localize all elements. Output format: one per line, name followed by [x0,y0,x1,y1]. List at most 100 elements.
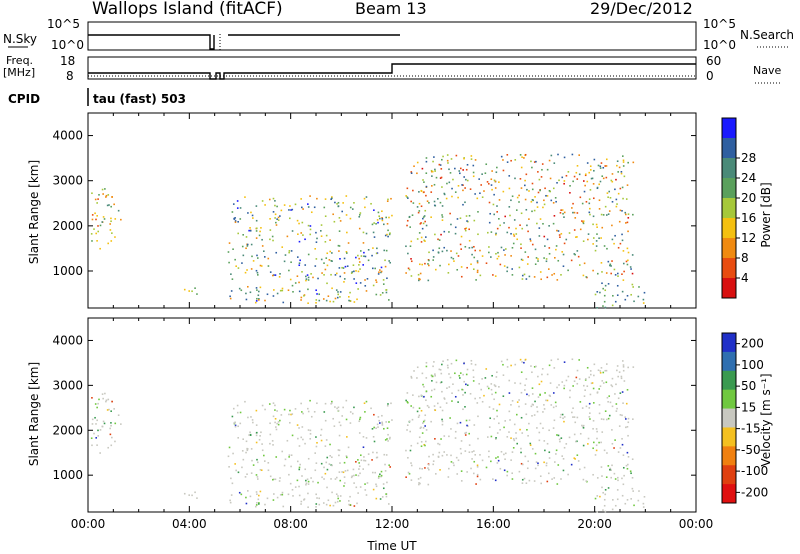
power-echo-cell [560,274,562,276]
velocity-echo-cell [558,438,561,441]
velocity-echo-cell [228,466,230,468]
velocity-echo-cell [324,419,327,422]
colorbar-tick-label: 20 [741,191,756,205]
velocity-echo-cell [356,502,358,505]
velocity-echo-cell [239,411,242,414]
power-echo-cell [622,262,625,265]
velocity-echo-cell [331,464,333,467]
velocity-echo-cell [281,493,284,496]
velocity-echo-cell [389,436,391,439]
velocity-echo-cell [466,471,468,473]
velocity-echo-cell [423,419,426,422]
power-echo-cell [320,224,323,226]
velocity-echo-cell [389,466,392,468]
velocity-echo-cell [101,425,104,428]
velocity-echo-cell [448,435,450,438]
velocity-echo-cell [359,416,362,419]
power-echo-cell [509,214,511,217]
power-echo-cell [291,208,294,211]
velocity-echo-cell [621,360,624,362]
power-echo-cell [443,230,446,233]
power-echo-cell [622,197,624,200]
power-echo-cell [629,266,632,268]
power-echo-cell [550,154,553,157]
power-echo-cell [102,216,105,218]
velocity-echo-cell [480,388,483,391]
velocity-echo-cell [425,399,427,402]
velocity-echo-cell [246,448,249,450]
velocity-echo-cell [258,438,261,441]
power-echo-cell [627,230,629,233]
velocity-echo-cell [460,452,462,455]
velocity-echo-cell [520,462,523,465]
power-echo-cell [318,293,321,296]
power-echo-cell [441,216,444,218]
velocity-echo-cell [602,371,605,374]
power-echo-cell [529,238,532,240]
power-echo-cell [432,160,434,163]
power-echo-cell [605,165,608,167]
power-echo-cell [533,161,536,163]
velocity-echo-cell [461,388,463,391]
y-tick-label: 4000 [52,129,83,143]
velocity-echo-cell [298,466,301,469]
velocity-echo-cell [288,454,291,456]
velocity-echo-cell [309,433,312,435]
x-tick-label: 00:00 [679,517,714,531]
velocity-echo-cell [631,487,634,490]
power-echo-cell [194,287,196,289]
power-echo-cell [279,215,281,217]
power-echo-cell [424,240,426,242]
power-echo-cell [455,154,458,157]
power-echo-cell [377,273,380,275]
power-echo-cell [582,221,584,223]
velocity-echo-cell [110,444,113,447]
power-echo-cell [450,250,452,252]
velocity-echo-cell [572,385,574,387]
power-echo-cell [595,223,598,226]
power-echo-cell [617,246,620,249]
velocity-echo-cell [307,480,310,483]
power-echo-cell [275,251,278,254]
velocity-echo-cell [405,399,407,402]
power-echo-cell [386,222,389,225]
power-echo-cell [282,301,285,304]
power-echo-cell [598,199,601,202]
power-echo-cell [304,238,306,241]
power-echo-cell [555,245,558,247]
power-echo-cell [627,213,630,215]
power-echo-cell [464,229,467,232]
velocity-echo-cell [466,384,469,387]
power-echo-cell [472,268,475,271]
velocity-echo-cell [359,486,362,488]
power-echo-cell [545,194,547,197]
velocity-echo-cell [642,506,645,508]
velocity-echo-cell [294,486,297,488]
velocity-echo-cell [424,444,426,447]
power-echo-cell [384,265,387,268]
velocity-echo-cell [525,413,528,416]
power-echo-cell [592,183,595,185]
velocity-echo-cell [372,435,375,438]
power-echo-cell [519,178,522,180]
power-echo-cell [306,274,309,276]
power-echo-cell [495,232,497,235]
power-echo-cell [460,248,462,250]
power-echo-cell [410,171,413,173]
velocity-echo-cell [269,422,271,425]
velocity-echo-cell [552,406,555,409]
velocity-echo-cell [439,406,442,409]
velocity-echo-cell [531,415,533,417]
power-echo-cell [261,245,264,247]
power-echo-cell [428,201,430,204]
velocity-echo-cell [518,399,520,401]
velocity-echo-cell [513,423,516,426]
velocity-echo-cell [465,383,467,386]
velocity-echo-cell [289,482,292,485]
velocity-echo-cell [279,419,281,422]
power-echo-cell [99,247,101,250]
power-echo-cell [228,242,231,244]
power-echo-cell [548,189,551,192]
power-echo-cell [378,215,380,218]
velocity-echo-cell [335,493,338,496]
